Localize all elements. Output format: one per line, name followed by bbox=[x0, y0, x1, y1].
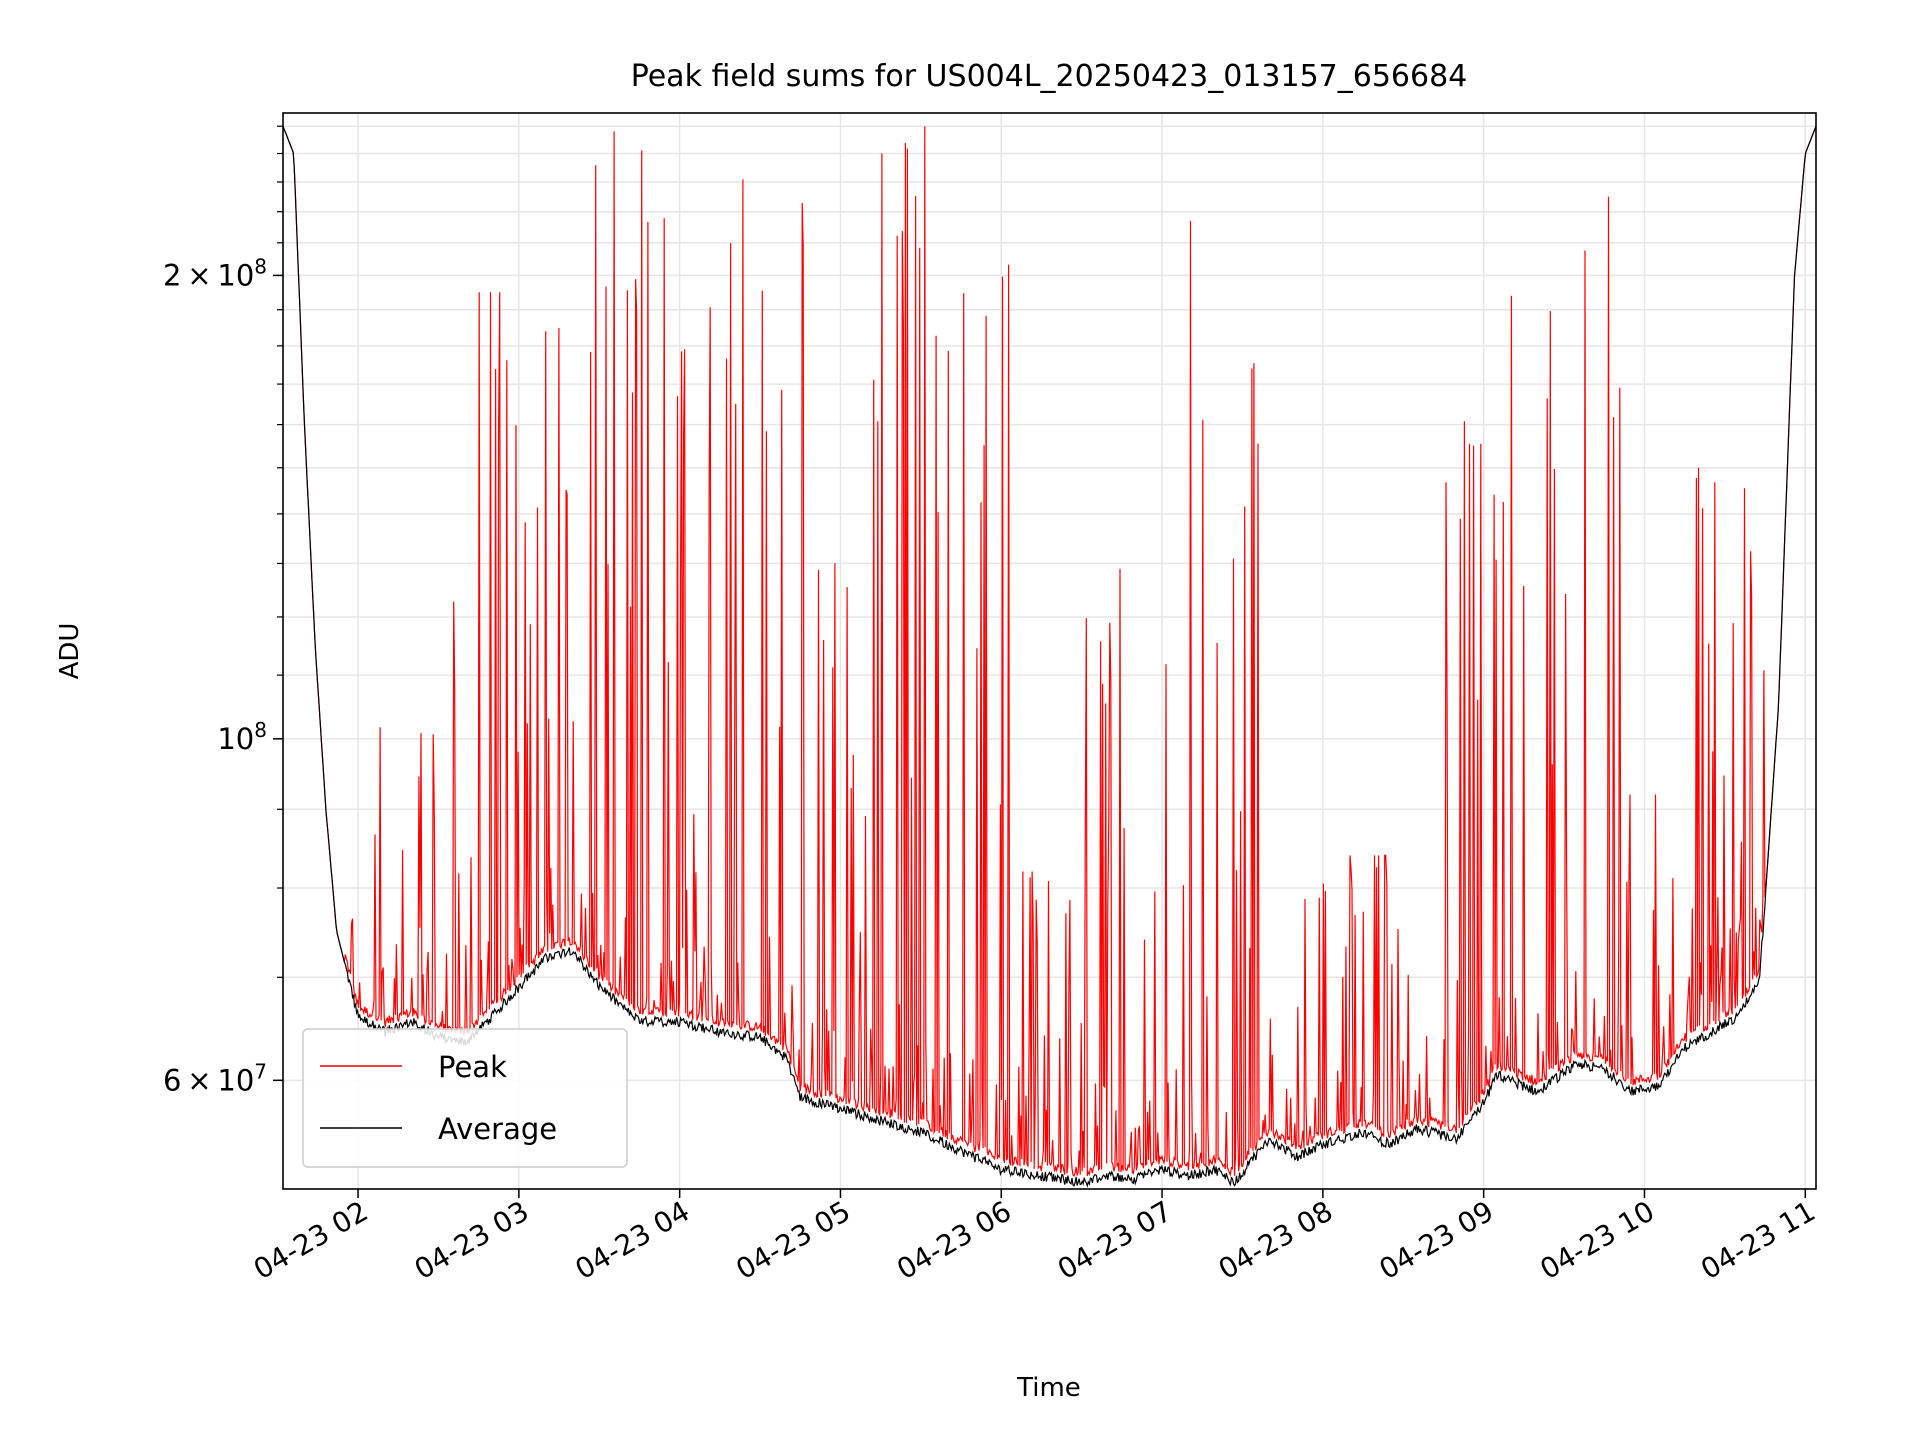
plot-frame bbox=[282, 112, 1817, 1190]
y-axis: 6 × 107 108 2 × 108 bbox=[163, 125, 283, 1097]
legend-box bbox=[302, 1028, 628, 1168]
legend-average-label: Average bbox=[438, 1112, 557, 1146]
y-tick-label: 2 × 108 bbox=[163, 254, 267, 292]
x-axis-label: Time bbox=[1016, 1373, 1081, 1403]
y-tick-label: 108 bbox=[217, 718, 267, 756]
legend: Peak Average bbox=[302, 1028, 628, 1168]
chart-title: Peak field sums for US004L_20250423_0131… bbox=[631, 59, 1468, 94]
y-tick-label: 6 × 107 bbox=[163, 1059, 267, 1097]
average-series-line bbox=[283, 125, 1816, 1188]
peak-series-line bbox=[283, 125, 1816, 1177]
legend-peak-label: Peak bbox=[438, 1050, 507, 1084]
y-axis-label: ADU bbox=[55, 623, 85, 680]
